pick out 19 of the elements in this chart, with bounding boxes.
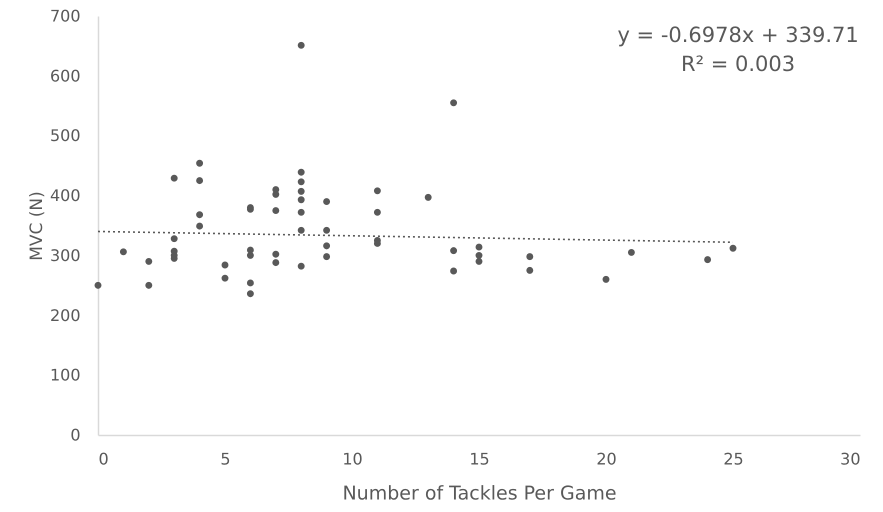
x-tick-label: 15 (469, 450, 490, 468)
x-tick-label: 5 (220, 450, 231, 468)
y-tick-label: 400 (50, 186, 80, 206)
y-tick-label: 600 (50, 66, 80, 86)
x-tick-label: 30 (840, 450, 860, 468)
y-tick-label: 100 (50, 366, 80, 385)
y-tick-label: 0 (70, 426, 80, 444)
x-tick-label: 25 (723, 450, 744, 468)
annotation: R² = 0.003 (681, 52, 796, 76)
y-tick-label: 200 (50, 306, 80, 325)
y-tick-label: 700 (50, 6, 80, 26)
y-tick-label: 300 (50, 246, 80, 265)
y-axis-title: MVC (N) (26, 191, 47, 261)
y-tick-label: 500 (50, 126, 80, 146)
x-axis-title: Number of Tackles Per Game (342, 482, 617, 504)
x-tick-label: 10 (342, 450, 363, 468)
x-tick-label: 20 (596, 450, 617, 468)
annotation: y = -0.6978x + 339.71 (617, 23, 859, 47)
x-tick-label: 0 (98, 450, 109, 468)
